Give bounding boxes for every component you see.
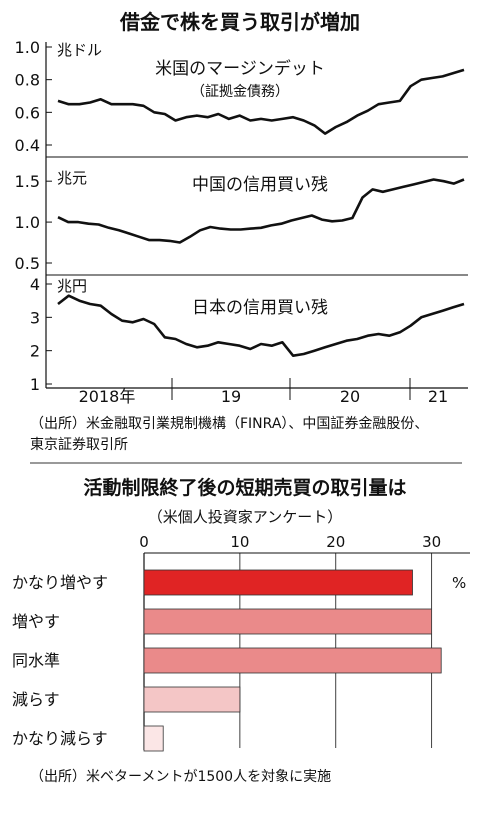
- panel-china-margin: 兆元 中国の信用買い残 1.5 1.0 0.5: [15, 169, 468, 276]
- bar-category-label: 同水準: [12, 651, 60, 670]
- bar-category-label: かなり減らす: [12, 729, 108, 748]
- bar-x-tick-label: 10: [230, 533, 249, 551]
- line-chart-source-line2: 東京証券取引所: [30, 437, 128, 453]
- line-chart-axes: 2018年 19 20 21: [45, 42, 468, 406]
- y-tick-label: 1.0: [15, 213, 40, 232]
- panel-us-subname: （証拠金債務）: [191, 84, 289, 100]
- bar-chart-title: 活動制限終了後の短期売買の取引量は: [83, 476, 406, 499]
- y-tick-label: 1: [30, 375, 40, 394]
- panel-china-name: 中国の信用買い残: [192, 175, 328, 195]
- y-tick-label: 2: [30, 342, 40, 361]
- panel-us-name: 米国のマージンデット: [155, 58, 325, 79]
- bar: [143, 608, 433, 635]
- bar: [143, 647, 442, 674]
- y-tick-label: 4: [30, 275, 40, 294]
- y-tick-label: 1.0: [15, 38, 40, 57]
- bar: [143, 569, 413, 596]
- bar-chart-subtitle: （米個人投資家アンケート）: [148, 508, 342, 526]
- series-line: [57, 68, 465, 135]
- panel-china-unit: 兆元: [57, 169, 87, 187]
- panel-us-margin-debt: 兆ドル 米国のマージンデット （証拠金債務） 1.0 0.8 0.6 0.4: [15, 38, 468, 158]
- bar-category-label: 増やす: [12, 612, 60, 631]
- x-tick-label: 20: [340, 387, 360, 406]
- x-tick-label: 2018年: [79, 387, 136, 406]
- bar-category-label: 減らす: [12, 690, 60, 709]
- line-chart-title: 借金で株を買う取引が増加: [119, 10, 360, 34]
- bar-chart-source: （出所）米ベターメントが1500人を対象に実施: [30, 769, 331, 785]
- y-tick-label: 0.8: [15, 71, 40, 90]
- y-tick-label: 0.5: [15, 254, 40, 273]
- x-tick-label: 19: [221, 387, 241, 406]
- bar-x-tick-label: 30: [422, 533, 441, 551]
- series-line: [57, 294, 465, 358]
- bar: [143, 725, 164, 752]
- line-chart-source-line1: （出所）米金融取引業規制機構（FINRA）、中国証券金融股份、: [30, 416, 428, 432]
- bar-x-tick-label: 20: [326, 533, 345, 551]
- bar: [143, 686, 241, 713]
- panel-us-unit: 兆ドル: [57, 41, 102, 59]
- bar-category-label: かなり増やす: [12, 573, 108, 592]
- bar-chart-unit: %: [452, 574, 466, 592]
- x-tick-label: 21: [428, 387, 448, 406]
- line-chart-source: （出所）米金融取引業規制機構（FINRA）、中国証券金融股份、 東京証券取引所: [30, 416, 433, 453]
- panel-japan-margin: 兆円 日本の信用買い残 4 3 2 1: [30, 275, 465, 394]
- y-tick-label: 0.6: [15, 103, 40, 122]
- y-tick-label: 0.4: [15, 136, 40, 155]
- y-tick-label: 3: [30, 308, 40, 327]
- y-tick-label: 1.5: [15, 172, 40, 191]
- panel-japan-unit: 兆円: [57, 277, 87, 295]
- series-line: [57, 178, 465, 244]
- panel-japan-name: 日本の信用買い残: [192, 298, 328, 318]
- bar-x-tick-label: 0: [139, 533, 149, 551]
